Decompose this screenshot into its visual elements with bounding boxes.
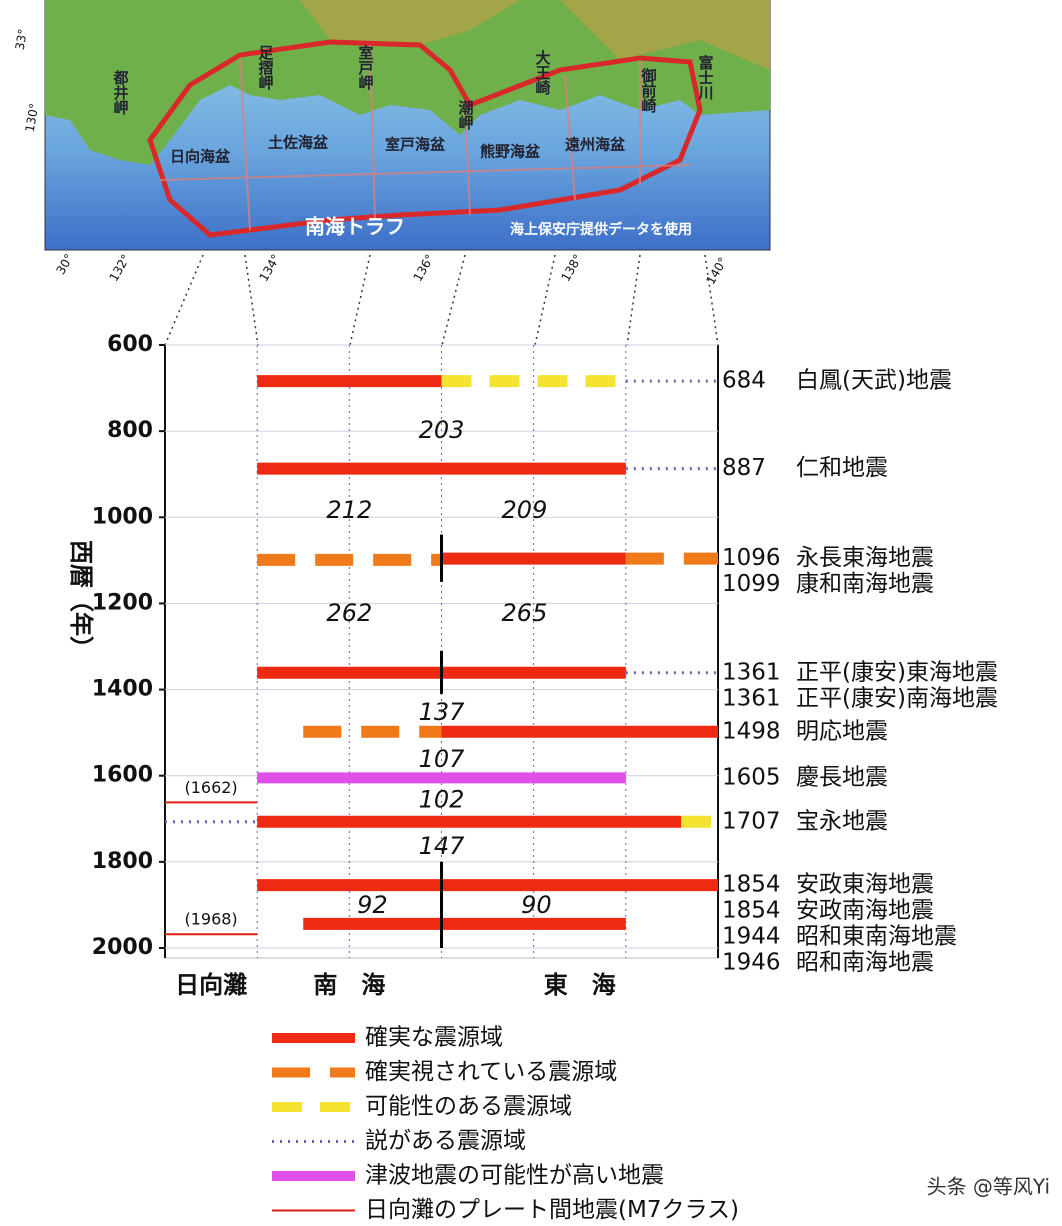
map-label: 海上保安庁提供データを使用 bbox=[510, 221, 692, 238]
y-tick-label: 1800 bbox=[92, 849, 153, 874]
event-year: 1605 bbox=[722, 764, 781, 790]
zone-label: 東 海 bbox=[544, 971, 616, 999]
map-tick: 136° bbox=[411, 252, 438, 284]
map-label: 富士川 bbox=[697, 54, 715, 100]
event-year: 1946 bbox=[722, 950, 781, 976]
map-label: 御前崎 bbox=[640, 67, 658, 114]
event-year: 1707 bbox=[722, 808, 781, 834]
event-name: 宝永地震 bbox=[796, 808, 888, 834]
event-name: 仁和地震 bbox=[796, 455, 888, 481]
land bbox=[45, 0, 770, 165]
event-year: 1944 bbox=[722, 924, 781, 950]
interval-label: 262 bbox=[326, 599, 372, 627]
map-label: 熊野海盆 bbox=[480, 143, 541, 161]
event-year: 1498 bbox=[722, 718, 781, 744]
map-label: 室戸海盆 bbox=[385, 136, 446, 154]
map-tick: 33° bbox=[13, 28, 30, 51]
interval-label: 212 bbox=[326, 496, 372, 524]
map-label: 大王崎 bbox=[534, 49, 552, 96]
event-year: 1096 bbox=[722, 545, 781, 571]
interval-label: 107 bbox=[419, 745, 466, 773]
interval-label: 90 bbox=[521, 891, 552, 919]
map-tick: 140° bbox=[704, 255, 731, 287]
map-label: 潮岬 bbox=[457, 99, 475, 131]
y-tick-label: 2000 bbox=[92, 935, 153, 960]
event-year: 684 bbox=[722, 368, 766, 394]
map-tick: 30° bbox=[54, 251, 77, 276]
map: 都井岬 足摺岬 室戸岬 潮岬 大王崎 御前崎 富士川 日向海盆 土佐海盆 室戸海… bbox=[13, 0, 771, 287]
map-label: 土佐海盆 bbox=[268, 134, 329, 152]
map-label: 都井岬 bbox=[112, 70, 130, 116]
interval-label: 209 bbox=[502, 496, 548, 524]
event-year: 1854 bbox=[722, 898, 781, 924]
event-year: 887 bbox=[722, 455, 766, 481]
event-year: 1361 bbox=[722, 685, 781, 711]
mountains bbox=[300, 0, 770, 70]
event-name: 安政東海地震 bbox=[796, 872, 934, 898]
map-label: 足摺岬 bbox=[257, 45, 275, 91]
event-name: 昭和東南海地震 bbox=[796, 924, 957, 950]
event-year: 1361 bbox=[722, 659, 781, 685]
segment-lines bbox=[159, 44, 691, 231]
segment-label: (1662) bbox=[184, 778, 237, 797]
interval-label: 92 bbox=[357, 891, 388, 919]
legend-label: 可能性のある震源域 bbox=[365, 1094, 572, 1120]
event-year: 1854 bbox=[722, 872, 781, 898]
map-label: 南海トラフ bbox=[305, 215, 405, 239]
interval-label: 102 bbox=[419, 785, 465, 813]
map-tick: 138° bbox=[559, 252, 586, 284]
event-name: 正平(康安)南海地震 bbox=[796, 685, 998, 711]
zone-label: 南 海 bbox=[313, 971, 385, 999]
event-name: 明応地震 bbox=[796, 718, 888, 744]
event-name: 永長東海地震 bbox=[796, 545, 934, 571]
watermark: 头条 @等风Yi bbox=[927, 1175, 1050, 1199]
zone-label: 日向灘 bbox=[175, 971, 247, 999]
legend-label: 日向灘のプレート間地震(M7クラス) bbox=[365, 1197, 739, 1223]
y-tick-label: 1600 bbox=[92, 763, 153, 788]
event-name: 安政南海地震 bbox=[796, 898, 934, 924]
segment-label: (1968) bbox=[184, 910, 237, 929]
y-axis-title: 西暦（年） bbox=[67, 540, 95, 660]
event-name: 慶長地震 bbox=[796, 764, 888, 790]
map-tick: 130° bbox=[23, 102, 42, 133]
event-name: 康和南海地震 bbox=[796, 571, 934, 597]
map-connectors bbox=[164, 254, 719, 346]
source-outline bbox=[147, 39, 703, 238]
event-year: 1099 bbox=[722, 571, 781, 597]
interval-label: 147 bbox=[419, 832, 466, 860]
map-tick: 134° bbox=[257, 252, 284, 284]
event-name: 正平(康安)東海地震 bbox=[796, 659, 998, 685]
interval-label: 265 bbox=[502, 599, 548, 627]
interval-label: 137 bbox=[419, 698, 466, 726]
y-tick-label: 1000 bbox=[92, 504, 153, 529]
legend-label: 確実な震源域 bbox=[365, 1025, 503, 1051]
y-tick-label: 800 bbox=[107, 418, 153, 443]
y-tick-label: 600 bbox=[107, 332, 153, 357]
map-label: 遠州海盆 bbox=[565, 136, 626, 154]
map-label: 日向海盆 bbox=[170, 148, 231, 166]
map-label: 室戸岬 bbox=[357, 44, 375, 91]
legend-label: 確実視されている震源域 bbox=[365, 1059, 617, 1085]
map-tick: 132° bbox=[107, 252, 134, 284]
legend-label: 津波地震の可能性が高い地震 bbox=[365, 1163, 664, 1189]
y-tick-label: 1200 bbox=[92, 590, 153, 615]
interval-label: 203 bbox=[419, 416, 465, 444]
y-tick-label: 1400 bbox=[92, 677, 153, 702]
event-name: 白鳳(天武)地震 bbox=[796, 368, 952, 394]
legend-label: 説がある震源域 bbox=[365, 1128, 526, 1154]
event-name: 昭和南海地震 bbox=[796, 950, 934, 976]
